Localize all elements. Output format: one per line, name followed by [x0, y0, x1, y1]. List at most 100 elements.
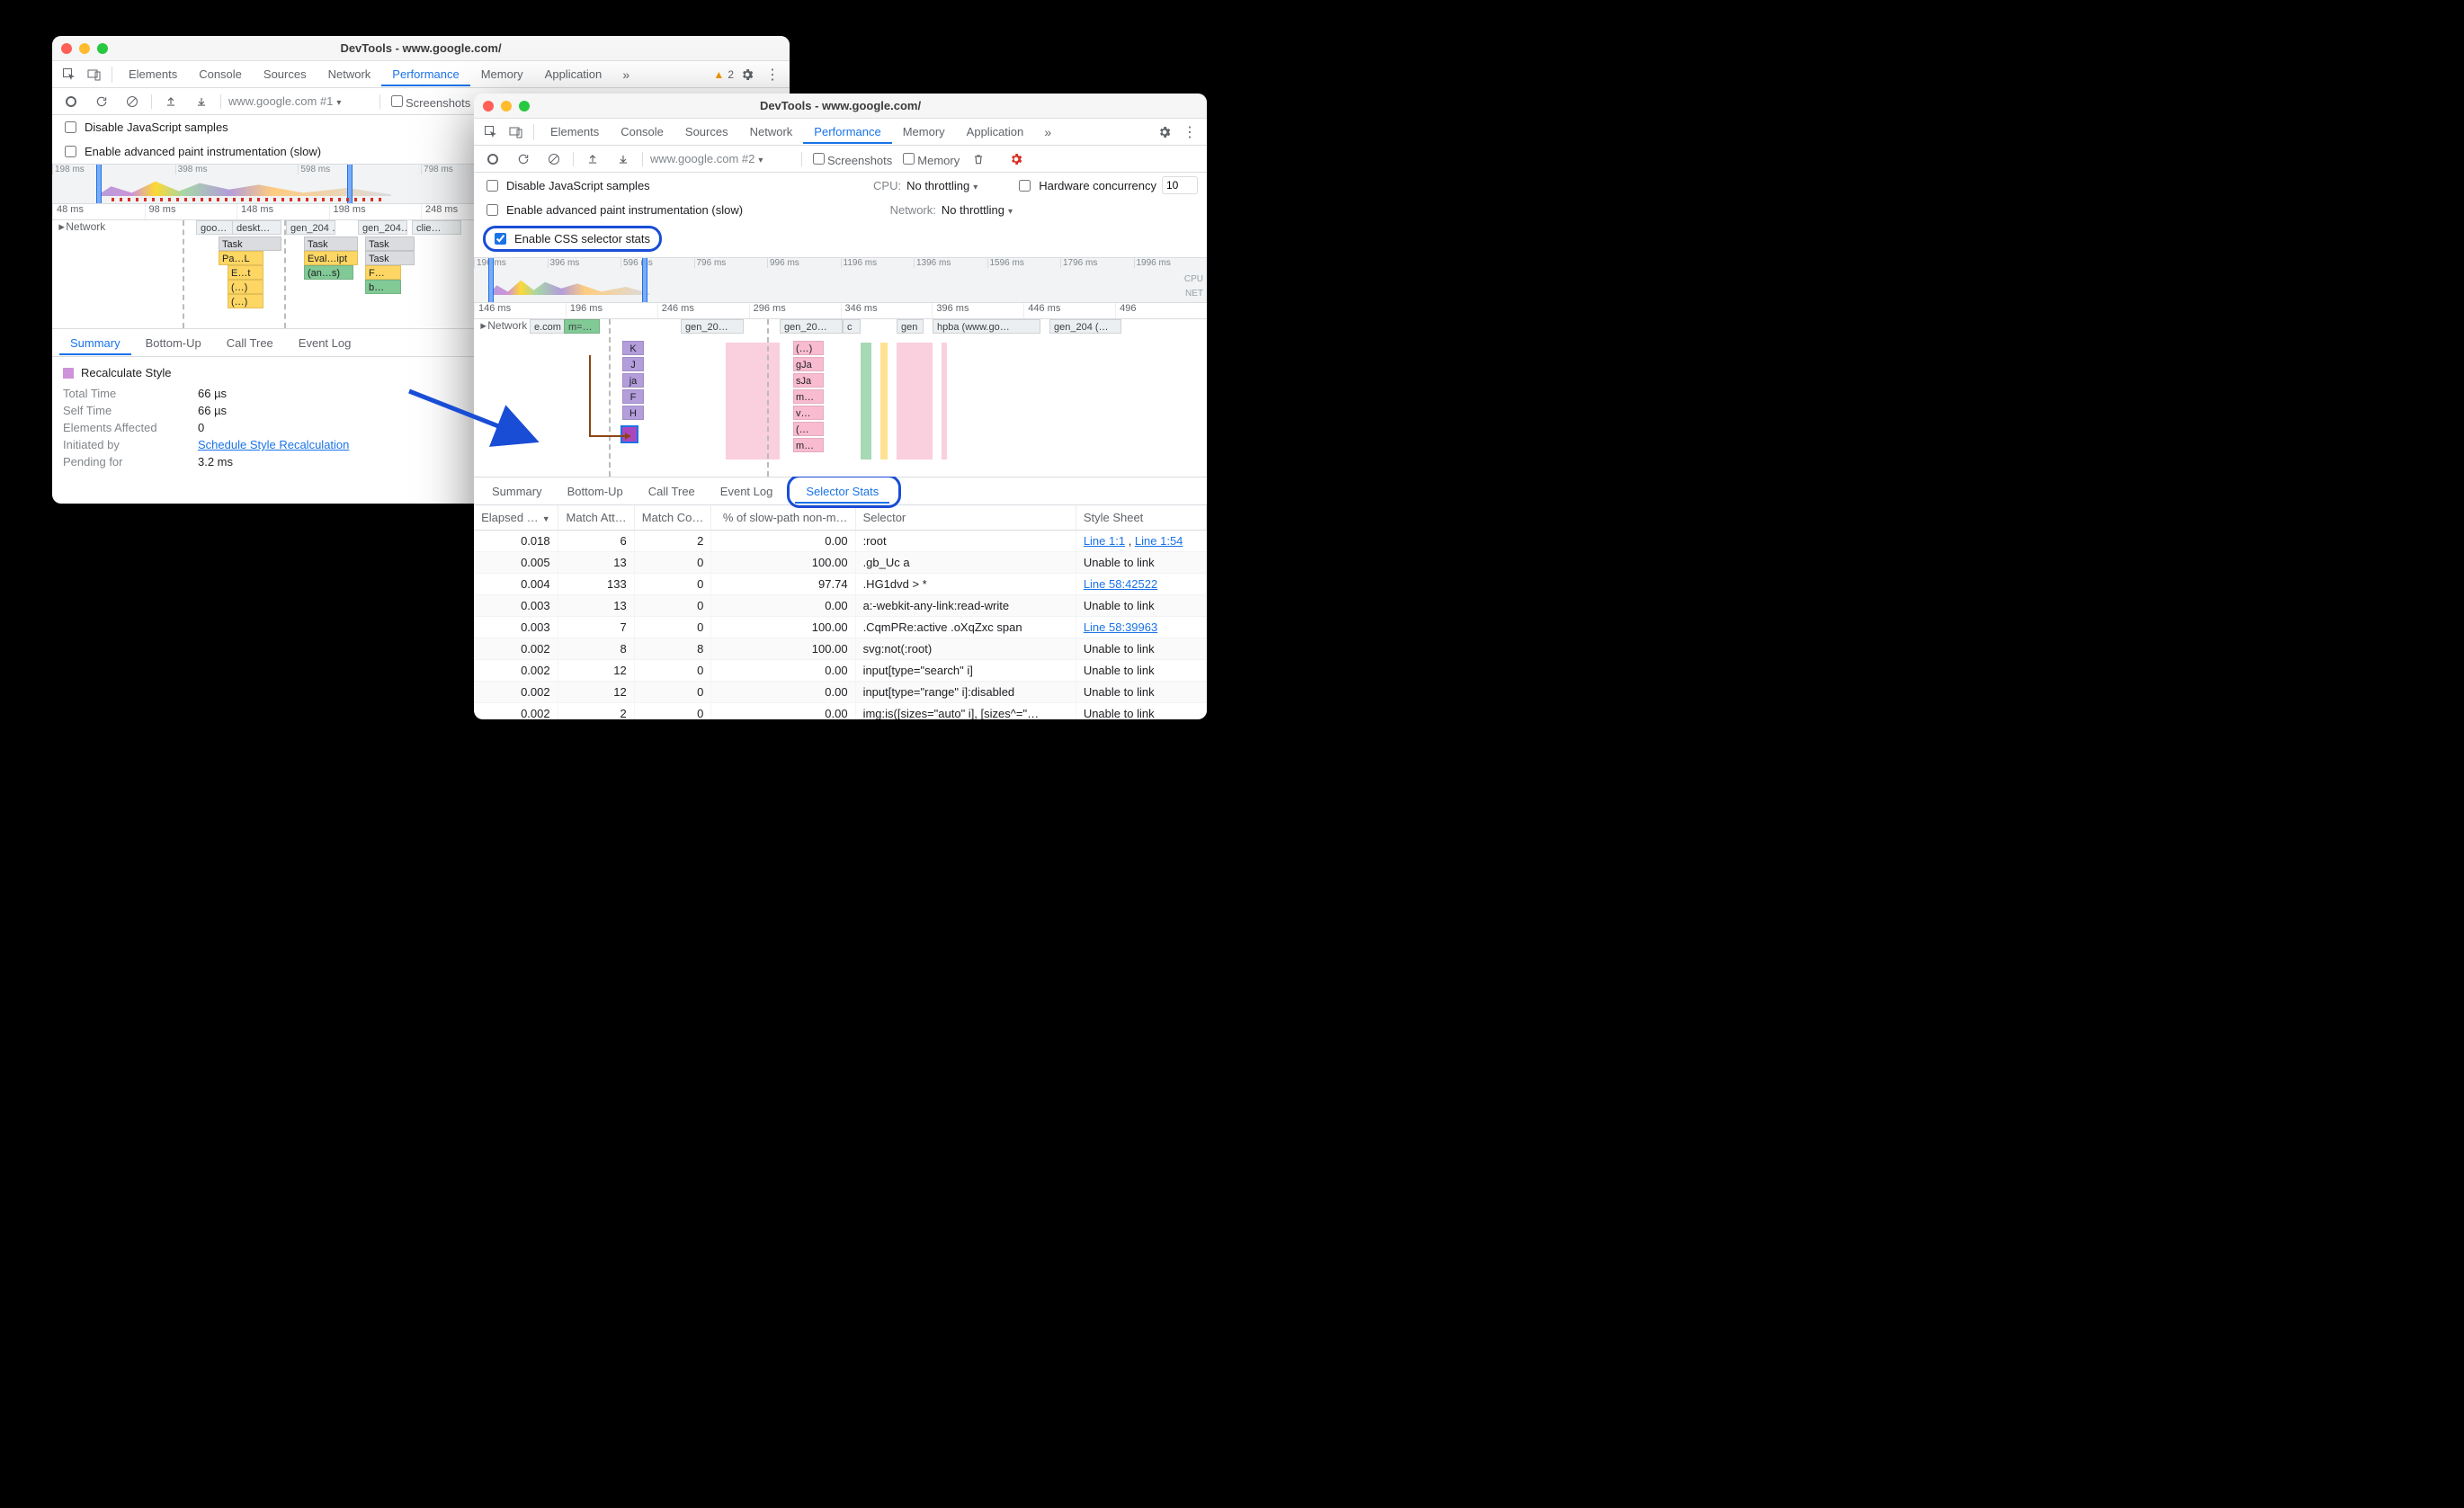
table-header[interactable]: Style Sheet	[1076, 505, 1206, 531]
table-row[interactable]: 0.0021200.00input[type="search" i]Unable…	[474, 660, 1207, 682]
selector-stats-table[interactable]: Elapsed …Match Att…Match Co…% of slow-pa…	[474, 505, 1207, 719]
details-tab-call-tree[interactable]: Call Tree	[216, 331, 284, 355]
kebab-menu-icon[interactable]	[761, 63, 784, 86]
flame-bar[interactable]: (an…s)	[304, 265, 353, 280]
flame-bar[interactable]: H	[622, 406, 644, 420]
more-tabs-icon[interactable]	[614, 63, 638, 86]
tab-application[interactable]: Application	[956, 120, 1035, 144]
inspect-icon[interactable]	[479, 120, 503, 144]
network-request-pill[interactable]: e.com	[530, 319, 567, 334]
close-icon[interactable]	[483, 101, 494, 112]
table-row[interactable]: 0.018620.00:rootLine 1:1 , Line 1:54	[474, 531, 1207, 552]
inspect-icon[interactable]	[58, 63, 81, 86]
timeline-overview[interactable]: 196 ms396 ms596 ms796 ms996 ms1196 ms139…	[474, 258, 1207, 303]
network-request-pill[interactable]: deskt…	[232, 220, 281, 235]
table-row[interactable]: 0.004133097.74.HG1dvd > *Line 58:42522	[474, 574, 1207, 595]
titlebar[interactable]: DevTools - www.google.com/	[52, 36, 790, 61]
initiator-link[interactable]: Schedule Style Recalculation	[198, 438, 349, 451]
flame-bar[interactable]: K	[622, 341, 644, 355]
network-request-pill[interactable]: gen_204…	[358, 220, 407, 235]
flame-stripe[interactable]	[861, 343, 871, 460]
network-request-pill[interactable]: c	[843, 319, 861, 334]
details-tab-bottom-up[interactable]: Bottom-Up	[135, 331, 212, 355]
flame-bar[interactable]: sJa	[793, 373, 824, 388]
reload-icon[interactable]	[512, 147, 535, 171]
zoom-icon[interactable]	[519, 101, 530, 112]
table-header[interactable]: Match Att…	[558, 505, 634, 531]
flame-bar[interactable]: v…	[793, 406, 824, 420]
table-header[interactable]: % of slow-path non-m…	[711, 505, 855, 531]
table-header[interactable]: Match Co…	[634, 505, 711, 531]
tab-performance[interactable]: Performance	[381, 62, 469, 86]
network-request-pill[interactable]: m=…	[564, 319, 600, 334]
tab-application[interactable]: Application	[534, 62, 613, 86]
clear-icon[interactable]	[542, 147, 566, 171]
flame-bar[interactable]: F…	[365, 265, 401, 280]
flame-bar[interactable]: (…	[793, 422, 824, 436]
tab-performance[interactable]: Performance	[803, 120, 891, 144]
download-icon[interactable]	[190, 90, 213, 113]
tab-console[interactable]: Console	[610, 120, 674, 144]
flame-stripe[interactable]	[726, 343, 780, 460]
network-throttle-select[interactable]: No throttling	[942, 203, 1013, 217]
overview-handle-left[interactable]	[488, 258, 494, 302]
table-header[interactable]: Selector	[855, 505, 1076, 531]
flame-bar[interactable]: Pa…L	[219, 251, 263, 265]
stylesheet-link[interactable]: Line 58:39963	[1084, 620, 1157, 634]
traffic-lights[interactable]	[61, 43, 108, 54]
network-request-pill[interactable]: gen_204 …	[286, 220, 335, 235]
disable-js-checkbox[interactable]: Disable JavaScript samples	[61, 119, 228, 136]
css-selector-stats-checkbox[interactable]: Enable CSS selector stats	[491, 230, 650, 247]
flame-bar[interactable]: J	[622, 357, 644, 371]
flame-bar[interactable]: (…)	[228, 294, 263, 308]
stylesheet-link[interactable]: Line 1:1	[1084, 534, 1125, 548]
time-ruler[interactable]: 146 ms196 ms246 ms296 ms346 ms396 ms446 …	[474, 303, 1207, 319]
table-row[interactable]: 0.00370100.00.CqmPRe:active .oXqZxc span…	[474, 617, 1207, 638]
device-toggle-icon[interactable]	[83, 63, 106, 86]
network-request-pill[interactable]: gen_20…	[681, 319, 744, 334]
table-row[interactable]: 0.0021200.00input[type="range" i]:disabl…	[474, 682, 1207, 703]
screenshots-checkbox[interactable]: Screenshots	[809, 150, 892, 167]
selected-frame[interactable]	[620, 425, 638, 443]
reload-icon[interactable]	[90, 90, 113, 113]
flame-bar[interactable]: Task	[304, 236, 358, 251]
recording-selector[interactable]: www.google.com #1	[228, 94, 372, 108]
flame-bar[interactable]: (…)	[793, 341, 824, 355]
tab-memory[interactable]: Memory	[892, 120, 956, 144]
device-toggle-icon[interactable]	[504, 120, 528, 144]
network-request-pill[interactable]: gen_20…	[780, 319, 843, 334]
tab-elements[interactable]: Elements	[118, 62, 188, 86]
close-icon[interactable]	[61, 43, 72, 54]
kebab-menu-icon[interactable]	[1178, 120, 1201, 144]
flame-bar[interactable]: Task	[219, 236, 281, 251]
flame-bar[interactable]: Eval…ipt	[304, 251, 358, 265]
recording-selector[interactable]: www.google.com #2	[650, 152, 794, 165]
flame-bar[interactable]: b…	[365, 280, 401, 294]
gear-icon[interactable]	[1004, 147, 1028, 171]
flame-bar[interactable]: m…	[793, 389, 824, 404]
disable-js-checkbox[interactable]: Disable JavaScript samples	[483, 177, 650, 194]
flame-stripe[interactable]	[897, 343, 933, 460]
minimize-icon[interactable]	[79, 43, 90, 54]
table-row[interactable]: 0.00288100.00svg:not(:root)Unable to lin…	[474, 638, 1207, 660]
upload-icon[interactable]	[159, 90, 183, 113]
details-tab-selector-stats[interactable]: Selector Stats	[795, 479, 889, 504]
flame-bar[interactable]: ja	[622, 373, 644, 388]
record-icon[interactable]	[481, 147, 504, 171]
tab-sources[interactable]: Sources	[253, 62, 317, 86]
traffic-lights[interactable]	[483, 101, 530, 112]
flame-bar[interactable]: F	[622, 389, 644, 404]
table-row[interactable]: 0.0031300.00a:-webkit-any-link:read-writ…	[474, 595, 1207, 617]
more-tabs-icon[interactable]	[1036, 120, 1059, 144]
stylesheet-link[interactable]: Line 58:42522	[1084, 577, 1157, 591]
flame-bar[interactable]: Task	[365, 251, 415, 265]
warnings-badge[interactable]: ▲2	[713, 68, 734, 81]
overview-handle-left[interactable]	[96, 165, 102, 203]
details-tab-summary[interactable]: Summary	[59, 331, 131, 355]
cpu-throttle-select[interactable]: No throttling	[906, 179, 978, 192]
network-request-pill[interactable]: clie…	[412, 220, 461, 235]
adv-paint-checkbox[interactable]: Enable advanced paint instrumentation (s…	[483, 201, 743, 219]
table-row[interactable]: 0.005130100.00.gb_Uc aUnable to link	[474, 552, 1207, 574]
tab-memory[interactable]: Memory	[470, 62, 534, 86]
table-header[interactable]: Elapsed …	[474, 505, 558, 531]
